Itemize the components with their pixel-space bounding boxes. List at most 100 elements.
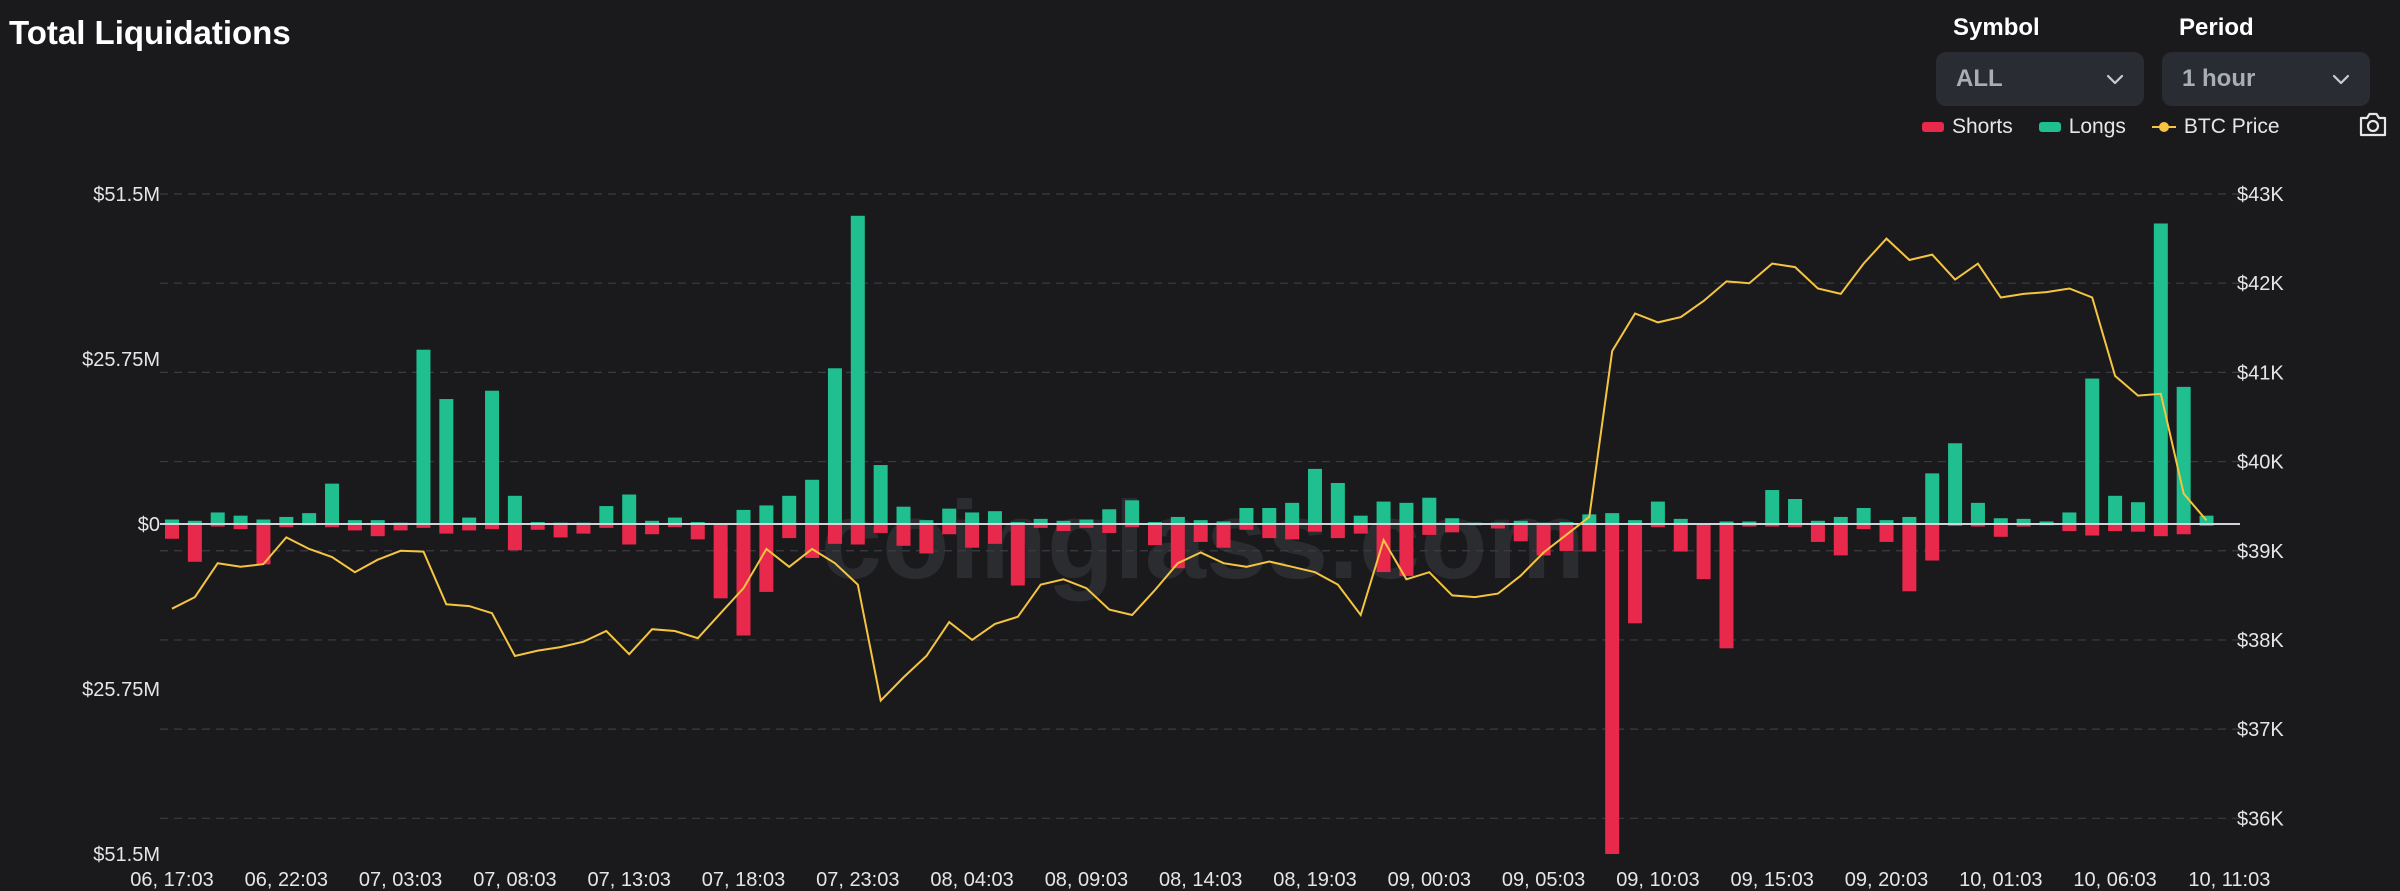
long-bar[interactable] <box>2153 223 2168 525</box>
short-bar[interactable] <box>1696 524 1711 580</box>
long-bar[interactable] <box>2085 378 2100 524</box>
long-bar[interactable] <box>942 508 957 524</box>
long-bar[interactable] <box>187 520 202 524</box>
long-bar[interactable] <box>782 495 797 524</box>
short-bar[interactable] <box>256 524 271 565</box>
short-bar[interactable] <box>1559 524 1574 551</box>
long-bar[interactable] <box>1353 515 1368 524</box>
short-bar[interactable] <box>1308 524 1322 532</box>
long-bar[interactable] <box>827 368 842 524</box>
short-bar[interactable] <box>759 524 774 592</box>
long-bar[interactable] <box>210 512 225 524</box>
short-bar[interactable] <box>1445 524 1460 533</box>
short-bar[interactable] <box>1833 524 1848 556</box>
short-bar[interactable] <box>233 524 248 530</box>
long-bar[interactable] <box>256 519 271 524</box>
short-bar[interactable] <box>370 524 385 537</box>
period-select[interactable]: 1 hour <box>2162 52 2370 106</box>
symbol-select[interactable]: ALL <box>1936 52 2144 106</box>
long-bar[interactable] <box>1948 443 1963 524</box>
long-bar[interactable] <box>965 512 980 524</box>
long-bar[interactable] <box>325 483 340 524</box>
short-bar[interactable] <box>1765 524 1780 527</box>
long-bar[interactable] <box>1170 516 1185 524</box>
short-bar[interactable] <box>1650 524 1665 528</box>
short-bar[interactable] <box>576 524 591 534</box>
long-bar[interactable] <box>1879 520 1894 524</box>
short-bar[interactable] <box>1902 524 1917 592</box>
short-bar[interactable] <box>713 524 728 599</box>
long-bar[interactable] <box>2039 521 2054 524</box>
short-bar[interactable] <box>1033 524 1048 528</box>
short-bar[interactable] <box>1582 524 1597 552</box>
short-bar[interactable] <box>1353 524 1368 534</box>
short-bar[interactable] <box>1079 524 1094 528</box>
long-bar[interactable] <box>347 520 362 524</box>
long-bar[interactable] <box>416 349 431 524</box>
long-bar[interactable] <box>462 517 477 524</box>
short-bar[interactable] <box>645 524 660 535</box>
short-bar[interactable] <box>1490 524 1505 529</box>
short-bar[interactable] <box>1216 524 1231 548</box>
short-bar[interactable] <box>347 524 362 531</box>
long-bar[interactable] <box>1262 507 1277 524</box>
short-bar[interactable] <box>1147 524 1162 546</box>
short-bar[interactable] <box>1993 524 2008 537</box>
long-bar[interactable] <box>233 515 248 524</box>
long-bar[interactable] <box>1993 518 2008 524</box>
short-bar[interactable] <box>987 524 1002 544</box>
long-bar[interactable] <box>805 479 820 524</box>
short-bar[interactable] <box>667 524 682 528</box>
long-bar[interactable] <box>1056 520 1071 524</box>
short-bar[interactable] <box>1856 524 1871 530</box>
short-bar[interactable] <box>2176 524 2191 535</box>
short-bar[interactable] <box>2016 524 2031 527</box>
long-bar[interactable] <box>1765 490 1780 524</box>
short-bar[interactable] <box>1673 524 1688 552</box>
long-bar[interactable] <box>2016 518 2031 524</box>
legend-item-shorts[interactable]: Shorts <box>1922 115 2013 139</box>
long-bar[interactable] <box>439 399 454 524</box>
long-bar[interactable] <box>1856 507 1871 524</box>
short-bar[interactable] <box>965 524 980 548</box>
short-bar[interactable] <box>1239 524 1254 530</box>
long-bar[interactable] <box>987 511 1002 524</box>
long-bar[interactable] <box>1925 473 1940 524</box>
short-bar[interactable] <box>210 524 225 527</box>
long-bar[interactable] <box>1445 518 1460 524</box>
short-bar[interactable] <box>530 524 545 530</box>
long-bar[interactable] <box>1239 507 1254 524</box>
short-bar[interactable] <box>850 524 865 545</box>
short-bar[interactable] <box>187 524 202 562</box>
long-bar[interactable] <box>1902 516 1917 524</box>
short-bar[interactable] <box>1102 524 1117 533</box>
long-bar[interactable] <box>599 506 614 524</box>
short-bar[interactable] <box>325 524 340 528</box>
short-bar[interactable] <box>1376 524 1391 573</box>
long-bar[interactable] <box>1125 500 1140 524</box>
short-bar[interactable] <box>1262 524 1277 539</box>
long-bar[interactable] <box>850 215 865 524</box>
short-bar[interactable] <box>805 524 820 558</box>
long-bar[interactable] <box>645 520 660 524</box>
short-bar[interactable] <box>1422 524 1437 535</box>
short-bar[interactable] <box>599 524 614 528</box>
long-bar[interactable] <box>1719 521 1734 524</box>
long-bar[interactable] <box>1308 468 1322 524</box>
short-bar[interactable] <box>1810 524 1825 542</box>
long-bar[interactable] <box>1216 521 1231 524</box>
short-bar[interactable] <box>393 524 408 531</box>
short-bar[interactable] <box>1056 524 1071 532</box>
long-bar[interactable] <box>1628 520 1643 524</box>
long-bar[interactable] <box>1650 501 1665 524</box>
long-bar[interactable] <box>1742 521 1757 524</box>
long-bar[interactable] <box>1582 514 1597 524</box>
long-bar[interactable] <box>2130 502 2145 524</box>
legend-item-longs[interactable]: Longs <box>2038 115 2126 139</box>
short-bar[interactable] <box>2108 524 2123 532</box>
short-bar[interactable] <box>1285 524 1300 540</box>
long-bar[interactable] <box>1788 499 1803 524</box>
short-bar[interactable] <box>1010 524 1025 586</box>
long-bar[interactable] <box>1033 518 1048 524</box>
long-bar[interactable] <box>2108 495 2123 524</box>
